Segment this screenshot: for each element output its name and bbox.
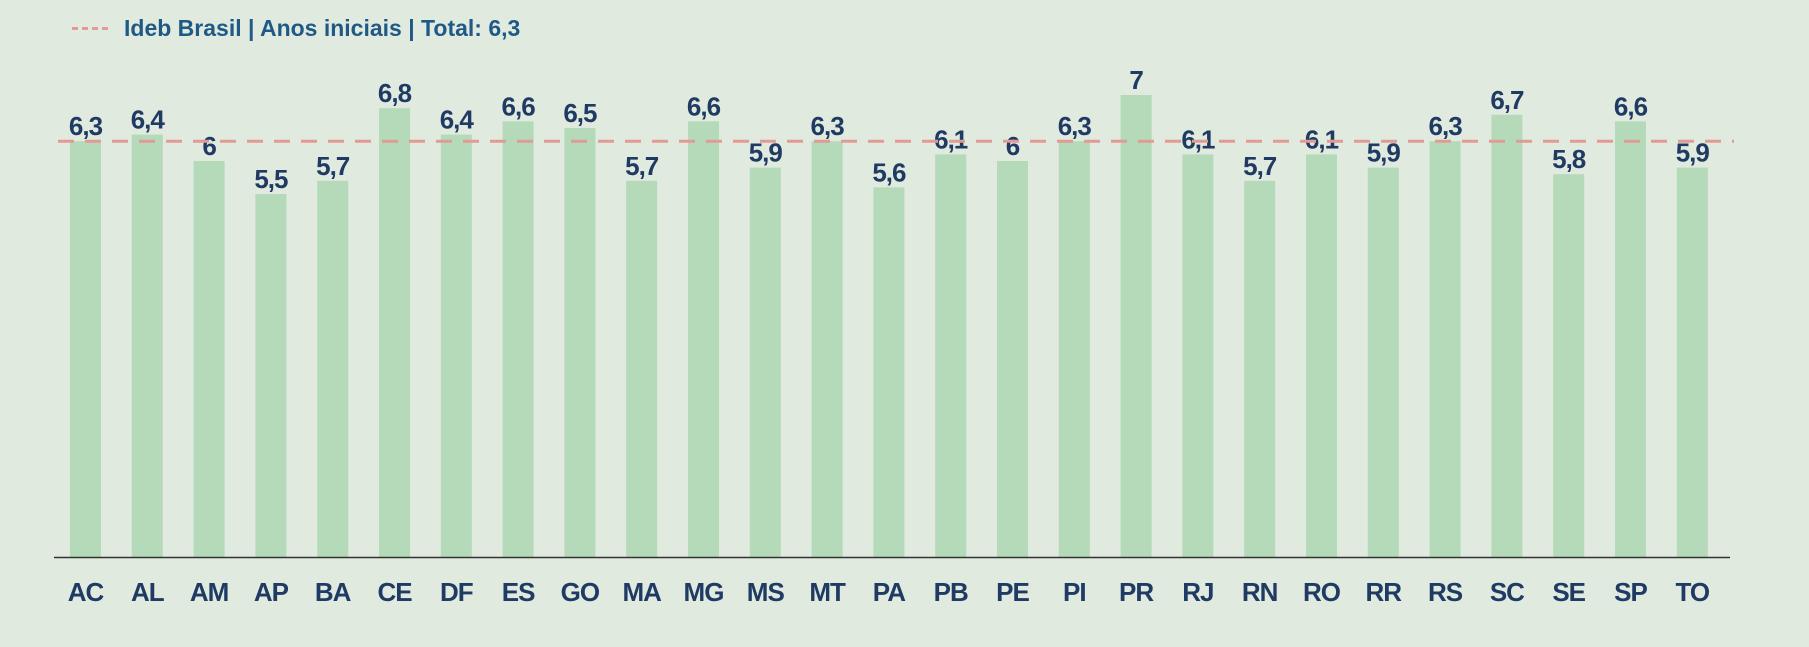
category-label-es: ES [502,577,535,607]
bar-es [502,121,534,558]
category-label-pe: PE [996,577,1029,607]
value-label-pa: 5,6 [872,157,906,187]
bar-pi [1058,141,1090,557]
bar-go [564,128,596,557]
bar-rr [1367,167,1399,557]
legend-dashed-line-swatch [72,26,108,30]
bar-rj [1182,154,1214,557]
value-label-ro: 6,1 [1305,124,1339,154]
bar-sc [1491,114,1523,558]
category-label-al: AL [131,577,165,607]
bar-pb [935,154,967,557]
value-label-rj: 6,1 [1181,124,1215,154]
category-label-se: SE [1552,577,1585,607]
value-label-go: 6,5 [563,98,597,128]
value-label-rn: 5,7 [1243,151,1277,181]
bar-ms [749,167,781,557]
category-label-rs: RS [1428,577,1463,607]
bar-al [131,134,163,557]
value-label-sp: 6,6 [1614,91,1648,121]
value-label-pr: 7 [1129,65,1143,95]
value-label-ac: 6,3 [69,111,103,141]
value-label-mt: 6,3 [811,111,845,141]
category-label-ac: AC [68,577,105,607]
category-label-go: GO [561,577,600,607]
category-label-rr: RR [1366,577,1403,607]
category-label-sp: SP [1614,577,1647,607]
value-label-se: 5,8 [1552,144,1586,174]
value-label-ce: 6,8 [378,78,412,108]
value-label-al: 6,4 [131,105,166,135]
value-label-df: 6,4 [440,105,475,135]
category-label-ba: BA [315,577,352,607]
bar-pa [873,187,905,557]
value-label-pe: 6 [1006,131,1020,161]
value-label-am: 6 [202,131,216,161]
bar-df [440,134,472,557]
value-label-ap: 5,5 [254,164,288,194]
category-label-ap: AP [254,577,289,607]
category-label-mg: MG [684,577,724,607]
bar-ba [317,180,349,558]
value-label-ma: 5,7 [625,151,659,181]
category-label-to: TO [1675,577,1709,607]
bar-mg [688,121,719,558]
value-label-rs: 6,3 [1429,111,1463,141]
category-label-pb: PB [934,577,968,607]
category-label-pr: PR [1119,577,1154,607]
bar-ma [626,180,658,558]
category-label-pa: PA [873,577,906,607]
legend: Ideb Brasil | Anos iniciais | Total: 6,3 [72,12,520,44]
value-label-es: 6,6 [502,91,536,121]
bar-ro [1306,154,1337,557]
category-label-pi: PI [1063,577,1086,607]
bar-ce [379,108,410,557]
category-label-ce: CE [377,577,412,607]
bar-mt [811,141,843,557]
category-label-rn: RN [1242,577,1278,607]
value-label-pb: 6,1 [934,124,968,154]
bar-am [193,161,225,557]
bar-se [1553,174,1585,557]
bar-rn [1244,180,1276,558]
value-label-ba: 5,7 [316,151,350,181]
value-label-mg: 6,6 [687,91,721,121]
category-label-df: DF [440,577,473,607]
category-label-mt: MT [809,577,846,607]
legend-label: Ideb Brasil | Anos iniciais | Total: 6,3 [124,14,521,41]
bar-ap [255,194,287,557]
category-label-ro: RO [1303,577,1341,607]
category-label-ma: MA [622,577,662,607]
category-label-ms: MS [747,577,785,607]
bar-pr [1120,95,1152,557]
bar-sp [1615,121,1646,558]
category-label-sc: SC [1490,577,1525,607]
bar-pe [997,161,1028,557]
bar-ac [70,141,101,557]
bar-to [1676,167,1708,557]
value-label-pi: 6,3 [1058,111,1092,141]
category-label-rj: RJ [1182,577,1213,607]
category-label-am: AM [190,577,228,607]
bar-rs [1429,141,1461,557]
value-label-sc: 6,7 [1490,85,1524,115]
